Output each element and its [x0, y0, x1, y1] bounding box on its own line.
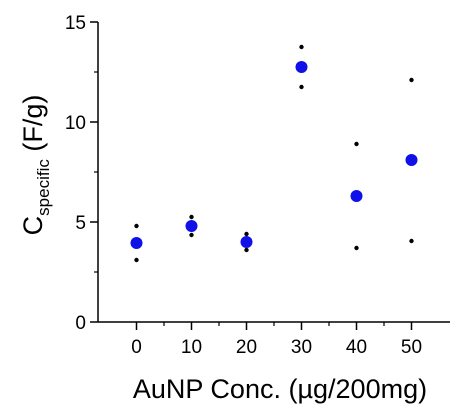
- data-marks: [130, 44, 418, 263]
- lower-point: [409, 238, 414, 244]
- upper-point: [409, 77, 414, 83]
- upper-point: [354, 141, 359, 147]
- x-tick-label: 40: [346, 337, 367, 358]
- y-axis-title-subscript: specific: [34, 159, 53, 216]
- x-tick-label: 30: [291, 337, 312, 358]
- tick-marks: [90, 21, 413, 330]
- y-tick-label: 15: [65, 13, 86, 34]
- y-axis-title-base: C: [18, 216, 48, 236]
- mean-point: [405, 154, 418, 166]
- lower-point: [354, 245, 359, 251]
- lower-point: [299, 84, 304, 90]
- lower-point: [189, 232, 194, 238]
- y-tick-label: 5: [75, 213, 86, 234]
- upper-point: [244, 231, 249, 237]
- mean-point: [130, 237, 143, 249]
- y-tick-label: 0: [75, 313, 86, 334]
- x-tick-label: 20: [236, 337, 257, 358]
- upper-point: [189, 214, 194, 220]
- upper-point: [299, 44, 304, 50]
- mean-point: [240, 236, 253, 248]
- lower-point: [134, 257, 139, 263]
- upper-point: [134, 223, 139, 229]
- x-tick-label: 50: [401, 337, 422, 358]
- mean-point: [350, 190, 363, 202]
- y-axis-title-unit: (F/g): [18, 95, 48, 160]
- lower-point: [244, 247, 249, 253]
- x-axis-title: AuNP Conc. (µg/200mg): [133, 374, 427, 404]
- y-axis-title: Cspecific (F/g): [18, 95, 53, 236]
- mean-point: [185, 220, 198, 232]
- y-tick-label: 10: [65, 113, 86, 134]
- x-tick-label: 10: [181, 337, 202, 358]
- x-tick-label: 0: [131, 337, 142, 358]
- tick-labels: 0 5 10 15 0 10 20 30 40 50: [65, 13, 422, 358]
- mean-point: [295, 61, 308, 73]
- axes: [97, 22, 450, 323]
